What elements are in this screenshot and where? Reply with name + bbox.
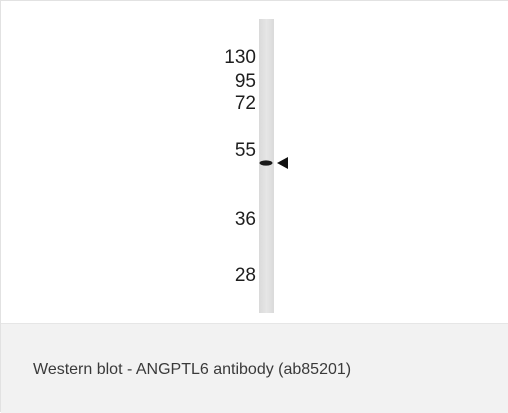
protein-band: [259, 160, 273, 166]
marker-72: 72: [235, 93, 256, 114]
figure-caption: Western blot - ANGPTL6 antibody (ab85201…: [33, 361, 352, 378]
blot-lane: [259, 19, 274, 313]
western-blot: 130 95 72 55 36 28: [224, 19, 288, 313]
blot-image: 130 95 72 55 36 28: [1, 1, 508, 323]
caption-bar: Western blot - ANGPTL6 antibody (ab85201…: [1, 323, 508, 413]
marker-130: 130: [224, 47, 256, 68]
marker-28: 28: [235, 265, 256, 286]
marker-36: 36: [235, 209, 256, 230]
marker-55: 55: [235, 140, 256, 161]
marker-95: 95: [235, 71, 256, 92]
arrowhead-left-icon: [277, 157, 288, 169]
